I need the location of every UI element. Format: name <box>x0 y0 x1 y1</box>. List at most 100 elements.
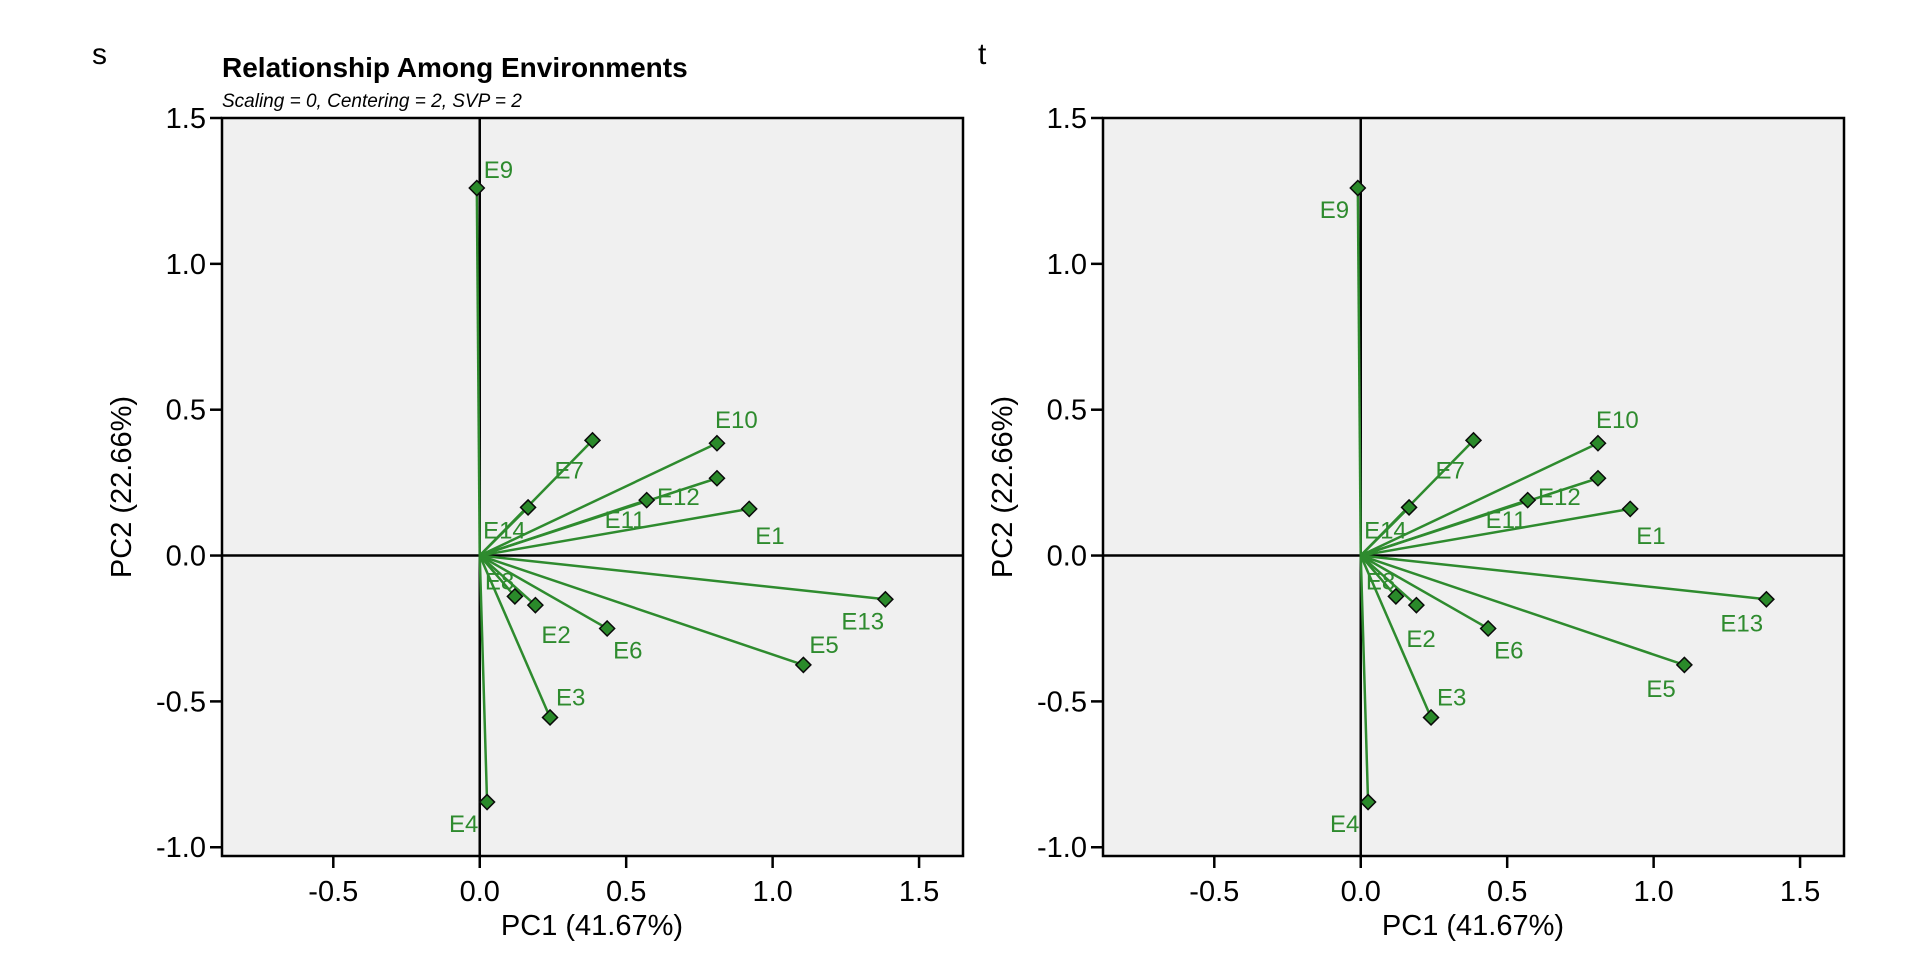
point-label-e14: E14 <box>1364 517 1407 544</box>
y-tick-label: -0.5 <box>1037 686 1087 718</box>
point-e8 <box>1387 587 1405 605</box>
point-label-e1: E1 <box>1636 523 1665 550</box>
plot-frame-s <box>220 116 965 858</box>
panel-letter-t: t <box>978 38 987 71</box>
point-e5 <box>794 656 812 674</box>
point-label-e4: E4 <box>449 811 478 838</box>
plot-frame-t <box>1101 116 1846 858</box>
point-label-e1: E1 <box>755 523 784 550</box>
point-e6 <box>598 619 616 638</box>
x-tick-label: 1.5 <box>899 876 939 908</box>
point-e12 <box>708 469 726 487</box>
vector-e14 <box>478 506 529 557</box>
x-tick-label: 1.5 <box>1780 876 1820 908</box>
plot-area-s <box>222 118 963 856</box>
x-tick-label: 0.5 <box>1487 876 1527 908</box>
vector-e5 <box>1360 554 1685 667</box>
vector-e5 <box>479 554 804 667</box>
point-e14 <box>1400 498 1418 516</box>
vector-e13 <box>479 554 886 601</box>
point-label-e2: E2 <box>1406 626 1435 653</box>
point-e14 <box>519 498 537 516</box>
point-label-e13: E13 <box>841 608 884 635</box>
point-e3 <box>541 708 559 727</box>
y-tick-label: -1.0 <box>1037 832 1087 864</box>
point-e9 <box>468 179 486 197</box>
y-tick-label: 1.0 <box>166 249 206 281</box>
panel-letter-s: s <box>92 38 107 71</box>
y-axis-title-s: PC2 (22.66%) <box>106 396 138 578</box>
point-e4 <box>478 793 496 811</box>
point-e8 <box>506 587 524 605</box>
x-tick-label: -0.5 <box>1189 876 1239 908</box>
biplot-panel-s: s Relationship Among Environments Scalin… <box>92 38 965 942</box>
y-tick-label: -1.0 <box>156 832 206 864</box>
point-e7 <box>583 431 602 449</box>
vector-e6 <box>1360 554 1489 630</box>
point-label-e5: E5 <box>809 632 838 659</box>
x-axis-title-s: PC1 (41.67%) <box>501 910 683 942</box>
point-label-e2: E2 <box>541 622 570 649</box>
plot-content-t: E1 E2 E3 E4 E5 E6 E7 E8 E9 E10 E11 E12 E13 E14 <box>1103 118 1844 856</box>
point-e2 <box>1407 596 1425 614</box>
vector-e3 <box>478 555 552 718</box>
point-e5 <box>1675 656 1693 674</box>
point-label-e9: E9 <box>1320 197 1349 224</box>
point-label-e8: E8 <box>1366 568 1395 595</box>
point-e9 <box>1349 179 1367 197</box>
point-e3 <box>1422 708 1440 727</box>
point-e4 <box>1359 793 1377 811</box>
plot-area-t <box>1103 118 1844 856</box>
point-label-e3: E3 <box>556 684 585 711</box>
x-tick-label: 1.0 <box>1633 876 1673 908</box>
vector-e10 <box>1360 442 1599 557</box>
point-e2 <box>526 596 544 614</box>
point-e10 <box>708 434 726 452</box>
x-tick-label: 1.0 <box>752 876 792 908</box>
vector-e9 <box>475 187 481 556</box>
vector-e9 <box>1356 187 1362 556</box>
vector-e8 <box>1359 554 1397 598</box>
plot-content-s: E1 E2 E3 E4 E5 E6 E7 E8 E9 E10 E11 E12 E13 E14 <box>222 118 963 856</box>
vector-e1 <box>479 507 750 557</box>
x-tick-label: -0.5 <box>308 876 358 908</box>
vector-e3 <box>1359 555 1433 718</box>
point-e13 <box>1757 590 1775 608</box>
point-e10 <box>1589 434 1607 452</box>
vector-e10 <box>479 442 718 557</box>
point-label-e4: E4 <box>1330 811 1359 838</box>
point-e7 <box>1464 431 1483 449</box>
point-label-e5: E5 <box>1646 676 1675 703</box>
vector-e2 <box>478 554 537 607</box>
point-label-e3: E3 <box>1437 684 1466 711</box>
y-tick-label: 1.0 <box>1047 249 1087 281</box>
y-tick-label: 0.5 <box>1047 395 1087 427</box>
vector-e8 <box>478 554 516 598</box>
vector-e4 <box>478 555 489 803</box>
point-label-e11: E11 <box>605 507 646 534</box>
chart-title: Relationship Among Environments <box>222 52 688 83</box>
point-label-e7: E7 <box>1436 457 1465 484</box>
y-tick-label: -0.5 <box>156 686 206 718</box>
point-label-e13: E13 <box>1720 610 1763 637</box>
point-e11 <box>638 491 656 509</box>
x-tick-label: 0.0 <box>1341 876 1381 908</box>
point-e12 <box>1589 469 1607 487</box>
vector-e1 <box>1360 507 1631 557</box>
point-label-e14: E14 <box>483 517 526 544</box>
point-label-e6: E6 <box>1494 637 1523 664</box>
point-e11 <box>1519 491 1537 509</box>
point-e6 <box>1479 619 1497 638</box>
y-tick-label: 1.5 <box>1047 103 1087 135</box>
y-tick-label: 1.5 <box>166 103 206 135</box>
point-label-e9: E9 <box>484 157 513 184</box>
y-tick-label: 0.0 <box>166 541 206 573</box>
vector-e6 <box>479 554 608 630</box>
chart-subtitle: Scaling = 0, Centering = 2, SVP = 2 <box>222 91 522 112</box>
vector-e12 <box>479 477 718 557</box>
point-label-e8: E8 <box>485 568 514 595</box>
y-tick-label: 0.0 <box>1047 541 1087 573</box>
vector-e13 <box>1360 554 1767 601</box>
biplot-panel-t: t E1 E2 E3 E4 E5 E6 E7 E8 E9 E10 E11 E12 E13 E14 PC1 … <box>978 38 1846 942</box>
